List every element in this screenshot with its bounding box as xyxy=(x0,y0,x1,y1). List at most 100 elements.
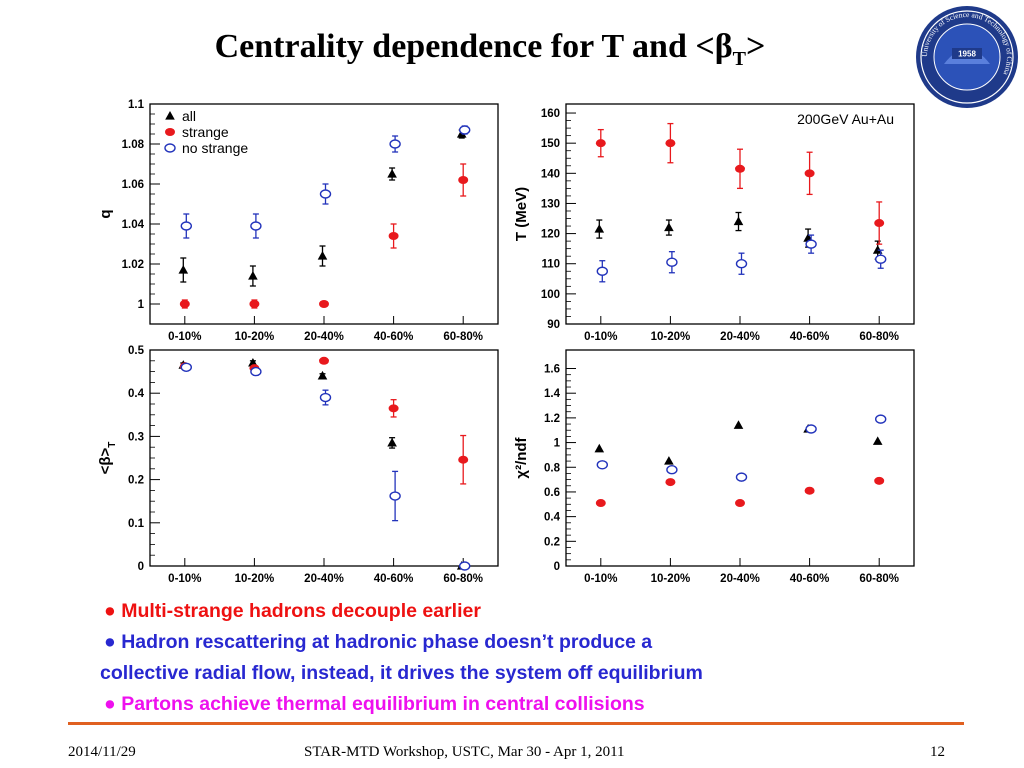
y-tick-label: 110 xyxy=(541,259,560,271)
bullet-dot: ● xyxy=(104,693,116,715)
y-tick-label: 1.2 xyxy=(544,413,560,425)
y-tick-label: 1.08 xyxy=(122,139,145,151)
temperature-chart-panel: 90 100 110 120 130 140 150 160 0-10% 10-20% 20-40%… xyxy=(500,100,920,348)
data-point-open-circle xyxy=(389,491,401,501)
data-point-open-circle xyxy=(805,424,817,434)
x-tick-label: 20-40% xyxy=(720,573,760,585)
x-tick-label: 60-80% xyxy=(859,331,899,343)
data-point-open-circle xyxy=(875,254,887,264)
y-tick-label: 0.4 xyxy=(128,388,145,400)
seal-year: 1958 xyxy=(958,50,976,59)
y-tick-label: 130 xyxy=(541,198,560,210)
y-tick-label: 100 xyxy=(541,289,560,301)
data-point-filled-circle xyxy=(804,486,815,495)
data-point-filled-circle xyxy=(735,499,745,508)
x-tick-label: 0-10% xyxy=(584,331,617,343)
bullet-dot: ● xyxy=(104,600,116,622)
seal-svg: University of Science and Technology of … xyxy=(916,6,1018,108)
data-point-filled-circle xyxy=(179,300,190,308)
data-point-open-circle xyxy=(735,259,748,269)
legend-marker xyxy=(164,143,176,153)
x-tick-label: 10-20% xyxy=(235,573,275,585)
y-tick-label: 0.4 xyxy=(544,512,561,524)
y-tick-label: 0.6 xyxy=(544,487,560,499)
y-tick-label: 1.6 xyxy=(544,364,560,376)
university-seal-logo: University of Science and Technology of … xyxy=(914,4,1020,110)
x-tick-label: 60-80% xyxy=(443,573,483,585)
data-point-filled-circle xyxy=(735,164,745,173)
bullet-item-2: ● Hadron rescattering at hadronic phase … xyxy=(104,627,924,658)
legend-marker xyxy=(165,128,175,136)
x-tick-label: 60-80% xyxy=(859,573,899,585)
y-tick-label: 0.5 xyxy=(128,345,145,357)
data-point-filled-circle xyxy=(874,219,885,228)
y-tick-label: 150 xyxy=(541,138,560,150)
data-point-filled-circle xyxy=(665,478,676,487)
x-tick-label: 40-60% xyxy=(790,331,830,343)
data-point-open-circle xyxy=(180,362,193,372)
plot-frame xyxy=(149,103,499,325)
footer-date: 2014/11/29 xyxy=(68,744,136,760)
y-axis-label: χ²/ndf xyxy=(513,436,530,478)
plot-frame xyxy=(149,349,499,567)
footer-page-number: 12 xyxy=(930,744,945,760)
data-point-triangle xyxy=(317,370,328,380)
y-tick-label: 0.2 xyxy=(128,475,144,487)
y-tick-label: 90 xyxy=(547,319,560,331)
slide-footer: 2014/11/29 STAR-MTD Workshop, USTC, Mar … xyxy=(0,744,1024,764)
data-point-triangle xyxy=(317,251,328,260)
x-tick-label: 20-40% xyxy=(720,331,760,343)
data-point-triangle xyxy=(248,271,258,280)
bullet-item-2-continued: collective radial flow, instead, it driv… xyxy=(100,658,924,689)
beta-chart-panel: 0 0.1 0.2 0.3 0.4 0.5 0-10% 10-20% 20-40% 40-60% 6… xyxy=(84,345,504,590)
x-tick-label: 60-80% xyxy=(443,331,483,343)
y-tick-label: 0.3 xyxy=(128,431,144,443)
data-point-filled-circle xyxy=(595,139,606,148)
bullet-item-1: ● Multi-strange hadrons decouple earlier xyxy=(104,596,924,627)
data-point-triangle xyxy=(733,216,744,226)
plot-frame xyxy=(565,103,915,325)
bullet-text: Partons achieve thermal equilibrium in c… xyxy=(121,693,645,715)
title-sub: T xyxy=(732,47,746,70)
footer-conference: STAR-MTD Workshop, USTC, Mar 30 - Apr 1,… xyxy=(304,744,625,760)
plot-frame xyxy=(565,349,915,567)
data-point-open-circle xyxy=(666,257,678,267)
data-point-triangle xyxy=(594,224,605,233)
legend-label: strange xyxy=(182,124,229,140)
data-point-filled-circle xyxy=(458,176,469,184)
data-point-filled-circle xyxy=(319,356,329,365)
data-point-triangle xyxy=(872,436,883,445)
y-tick-label: 1 xyxy=(554,438,561,450)
data-point-open-circle xyxy=(596,266,609,276)
bullet-list: ● Multi-strange hadrons decouple earlier… xyxy=(100,596,924,720)
data-point-filled-circle xyxy=(249,300,260,308)
legend-label: no strange xyxy=(182,140,248,156)
x-tick-label: 0-10% xyxy=(584,573,617,585)
chi2-chart-panel: 0 0.2 0.4 0.6 0.8 1 1.2 1.4 1.6 0-10% 10-20% 20-40%… xyxy=(500,346,920,590)
x-tick-label: 10-20% xyxy=(651,573,691,585)
data-point-filled-circle xyxy=(874,476,885,485)
x-tick-label: 20-40% xyxy=(304,331,344,343)
data-point-filled-circle xyxy=(458,455,469,464)
data-point-triangle xyxy=(387,437,397,447)
data-point-triangle xyxy=(178,265,189,274)
x-tick-label: 0-10% xyxy=(168,573,201,585)
y-axis-label: <β>T xyxy=(97,442,118,475)
data-point-filled-circle xyxy=(388,404,399,413)
y-tick-label: 120 xyxy=(541,229,560,241)
x-tick-label: 10-20% xyxy=(651,331,691,343)
bullet-text: Multi-strange hadrons decouple earlier xyxy=(121,600,481,622)
legend-marker xyxy=(165,111,175,120)
data-point-filled-circle xyxy=(804,169,815,178)
y-axis-label: T (MeV) xyxy=(513,187,530,241)
data-point-filled-circle xyxy=(595,499,606,508)
x-tick-label: 40-60% xyxy=(374,331,414,343)
data-point-filled-circle xyxy=(319,300,329,308)
data-point-triangle xyxy=(664,456,674,465)
data-point-open-circle xyxy=(250,221,262,231)
q-chart-svg: 1 1.02 1.04 1.06 1.08 1.1 0-10% 10-20% 20-40% 40-… xyxy=(97,99,499,343)
data-point-open-circle xyxy=(250,366,262,377)
data-point-open-circle xyxy=(459,561,471,571)
x-tick-label: 20-40% xyxy=(304,573,344,585)
beta-chart-svg: 0 0.1 0.2 0.3 0.4 0.5 0-10% 10-20% 20-40% 40-60% 6… xyxy=(97,345,499,585)
